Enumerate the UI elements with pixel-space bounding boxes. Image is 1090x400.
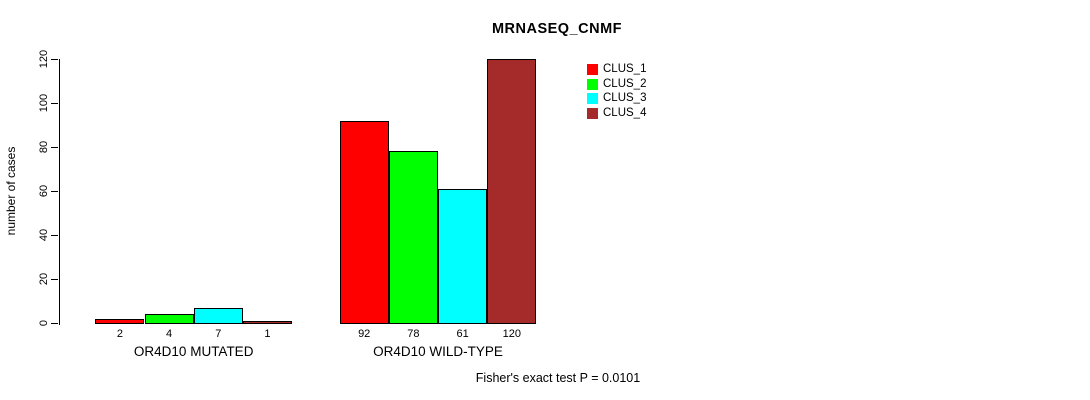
legend-row-clus_3: CLUS_3 — [587, 92, 647, 105]
annotation-text: Fisher's exact test P = 0.0101 — [475, 371, 641, 385]
legend-row-clus_4: CLUS_4 — [587, 106, 647, 120]
bar-clus_2-group1 — [144, 314, 194, 324]
legend-swatch-icon — [587, 93, 598, 105]
bar-clus_2-group2 — [388, 151, 438, 324]
bar-value-label: 92 — [358, 328, 371, 340]
y-tick-label: 80 — [38, 140, 50, 154]
bar-value-label: 78 — [407, 328, 420, 340]
y-tick-label: 20 — [38, 272, 50, 286]
group-label: OR4D10 MUTATED — [133, 344, 254, 359]
legend-row-clus_2: CLUS_2 — [587, 77, 647, 91]
bar-clus_1-group2 — [339, 120, 389, 324]
bar-clus_4-group1 — [242, 320, 293, 324]
legend-row-clus_1: CLUS_1 — [587, 63, 647, 76]
y-tick-label: 100 — [38, 93, 50, 113]
y-tick-mark — [51, 58, 58, 60]
y-tick-mark — [51, 190, 58, 192]
bar-clus_1-group1 — [95, 318, 145, 324]
chart-title: MRNASEQ_CNMF — [491, 21, 623, 37]
legend-swatch-icon — [587, 107, 598, 119]
legend-label: CLUS_4 — [603, 106, 647, 119]
bar-clus_4-group2 — [487, 59, 537, 324]
y-tick-label: 60 — [38, 184, 50, 198]
legend: CLUS_1 CLUS_2 CLUS_3 CLUS_4 — [587, 63, 647, 122]
y-tick-mark — [51, 234, 58, 236]
legend-label: CLUS_2 — [603, 77, 647, 90]
legend-label: CLUS_3 — [603, 92, 647, 104]
y-tick-mark — [51, 278, 58, 280]
legend-label: CLUS_1 — [603, 63, 647, 75]
bar-value-label: 7 — [215, 328, 222, 340]
y-axis-line — [58, 59, 60, 325]
bar-clus_3-group1 — [193, 307, 243, 324]
bar-value-label: 120 — [502, 328, 521, 340]
bar-clus_3-group2 — [438, 188, 488, 324]
y-tick-mark — [51, 322, 58, 324]
bar-value-label: 61 — [456, 328, 469, 340]
y-tick-label: 120 — [38, 49, 50, 69]
y-tick-mark — [51, 146, 58, 148]
y-tick-label: 0 — [38, 319, 50, 327]
group-label: OR4D10 WILD-TYPE — [373, 344, 503, 359]
bar-value-label: 1 — [264, 328, 271, 340]
bar-value-label: 2 — [116, 328, 123, 340]
bar-value-label: 4 — [166, 328, 173, 340]
y-tick-mark — [51, 102, 58, 104]
legend-swatch-icon — [587, 78, 598, 90]
y-tick-label: 40 — [38, 228, 50, 242]
legend-swatch-icon — [587, 64, 598, 76]
